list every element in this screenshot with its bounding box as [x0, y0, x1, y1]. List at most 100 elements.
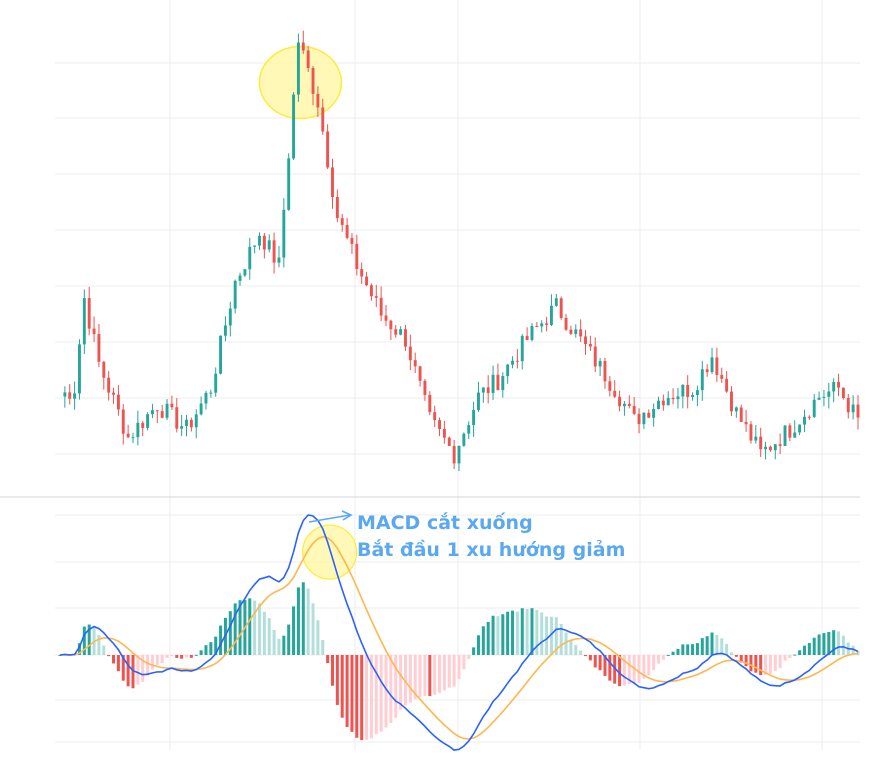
candle-body	[584, 336, 587, 344]
candle-body	[691, 395, 695, 397]
histogram-bar	[584, 655, 588, 657]
histogram-bar	[841, 635, 845, 655]
candle	[827, 382, 831, 409]
histogram-bar	[428, 655, 432, 697]
candle-body	[389, 320, 393, 330]
histogram-bar	[593, 655, 597, 668]
candle	[584, 330, 587, 355]
candle	[326, 124, 330, 170]
histogram-bar	[418, 655, 422, 698]
candle	[720, 367, 724, 384]
candle	[817, 391, 821, 401]
candle-body	[598, 360, 602, 367]
candle	[549, 294, 553, 327]
candle-body	[335, 196, 339, 219]
candle-body	[632, 405, 636, 414]
histogram-bar	[330, 655, 334, 686]
signal-line	[59, 535, 859, 740]
candle-body	[807, 416, 811, 418]
candle	[593, 337, 597, 373]
candle	[360, 262, 364, 285]
candle	[832, 378, 836, 403]
histogram-bar	[734, 655, 738, 657]
candle	[579, 319, 583, 343]
candle	[462, 432, 466, 447]
candle-body	[501, 376, 505, 391]
candle	[491, 365, 495, 400]
candle	[515, 349, 519, 369]
candle	[511, 356, 514, 369]
candle	[574, 324, 578, 338]
histogram-bar	[321, 639, 325, 655]
histogram-bar	[856, 651, 860, 655]
annotation-arrow	[308, 514, 351, 523]
histogram-bar	[739, 655, 743, 663]
candle	[715, 347, 719, 382]
candle-body	[540, 323, 544, 327]
annotation-line-2: Bắt đầu 1 xu hướng giảm	[357, 538, 625, 561]
candle	[452, 439, 456, 469]
histogram-bar	[141, 655, 145, 682]
histogram-bar	[253, 600, 257, 655]
histogram-bar	[695, 643, 699, 655]
candle-body	[559, 298, 563, 318]
candle-body	[754, 436, 758, 441]
candle-body	[360, 269, 364, 277]
candle-body	[248, 246, 252, 270]
candle	[501, 372, 505, 398]
candle-body	[107, 377, 111, 393]
candle	[788, 423, 792, 442]
candle-body	[258, 235, 261, 246]
candle-body	[525, 335, 529, 340]
histogram-bar	[476, 635, 480, 655]
candle-body	[652, 409, 656, 418]
candle-body	[695, 390, 699, 396]
candle	[223, 316, 227, 342]
candle-body	[282, 209, 286, 258]
histogram-bar	[369, 655, 373, 739]
histogram-bar	[301, 582, 305, 655]
histogram-bar	[92, 626, 96, 655]
candle	[433, 405, 437, 428]
histogram-bar	[233, 603, 237, 655]
candle-body	[622, 403, 626, 407]
candle	[671, 388, 675, 405]
histogram-bar	[107, 655, 111, 657]
candle	[379, 286, 383, 322]
candle-body	[438, 420, 441, 429]
candle	[306, 46, 310, 72]
peak-highlight-ellipse	[258, 45, 343, 120]
candle	[705, 364, 709, 377]
candle-body	[214, 373, 218, 393]
histogram-bar	[194, 654, 198, 656]
candle-body	[345, 224, 349, 238]
candle-body	[350, 237, 354, 244]
candle-body	[803, 416, 806, 425]
candle-body	[63, 392, 67, 397]
candle-body	[160, 411, 164, 418]
candle-body	[452, 445, 456, 464]
candle	[856, 395, 860, 430]
histogram-bar	[102, 645, 106, 655]
candle-body	[165, 403, 169, 418]
candle-body	[491, 374, 495, 393]
candle-body	[73, 393, 77, 399]
candle	[647, 409, 651, 418]
candle-body	[170, 403, 174, 408]
histogram-bar	[676, 648, 680, 655]
histogram-bar	[822, 633, 826, 655]
candle	[569, 325, 573, 336]
candle	[676, 387, 680, 409]
histogram-bar	[564, 632, 568, 655]
histogram-bar	[535, 609, 539, 655]
histogram-bar	[817, 634, 821, 655]
candle	[102, 360, 106, 390]
histogram-bar	[768, 655, 772, 675]
histogram-bar	[491, 615, 495, 655]
histogram-bar	[403, 655, 407, 706]
histogram-bar	[622, 655, 626, 686]
candle-body	[219, 335, 223, 374]
candle	[841, 387, 845, 400]
candle-body	[462, 433, 466, 446]
candle	[739, 404, 743, 422]
